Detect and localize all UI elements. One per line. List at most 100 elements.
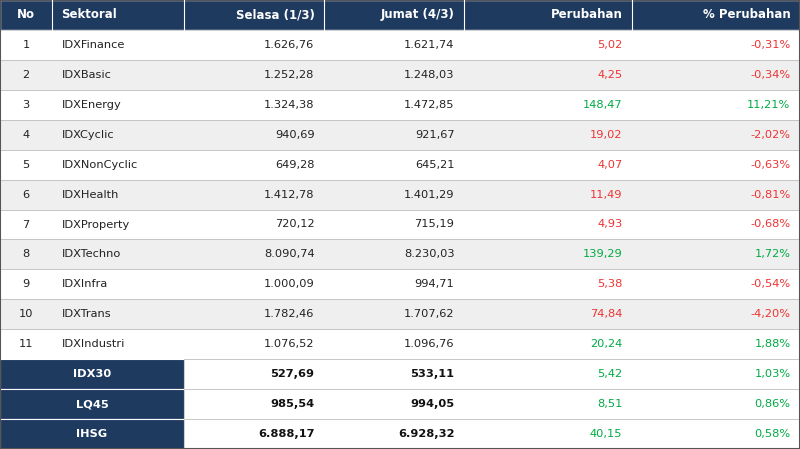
Text: IDXCyclic: IDXCyclic [62, 130, 114, 140]
Text: 139,29: 139,29 [582, 250, 622, 260]
Text: 1.252,28: 1.252,28 [264, 70, 314, 80]
Text: -0,63%: -0,63% [750, 160, 790, 170]
Text: 11,21%: 11,21% [747, 100, 790, 110]
Text: 1.401,29: 1.401,29 [404, 189, 454, 199]
Text: 3: 3 [22, 100, 30, 110]
Text: Selasa (1/3): Selasa (1/3) [235, 9, 314, 22]
Text: 40,15: 40,15 [590, 429, 622, 439]
Bar [0, 90, 800, 120]
Text: 1,03%: 1,03% [754, 369, 790, 379]
Bar [0, 389, 184, 419]
Text: -0,68%: -0,68% [750, 220, 790, 229]
Text: 533,11: 533,11 [410, 369, 454, 379]
Text: 8: 8 [22, 250, 30, 260]
Text: 1.076,52: 1.076,52 [264, 339, 314, 349]
Text: 6.888,17: 6.888,17 [258, 429, 314, 439]
Text: 1.248,03: 1.248,03 [404, 70, 454, 80]
Text: IDXInfra: IDXInfra [62, 279, 108, 289]
Text: % Perubahan: % Perubahan [702, 9, 790, 22]
Text: IDXNonCyclic: IDXNonCyclic [62, 160, 138, 170]
Text: 8,51: 8,51 [597, 399, 622, 409]
Text: 20,24: 20,24 [590, 339, 622, 349]
Text: -0,81%: -0,81% [750, 189, 790, 199]
Text: IDXIndustri: IDXIndustri [62, 339, 125, 349]
Bar [0, 210, 800, 239]
Text: 1.626,76: 1.626,76 [264, 40, 314, 50]
Bar [0, 120, 800, 150]
Text: 8.230,03: 8.230,03 [404, 250, 454, 260]
Text: Perubahan: Perubahan [550, 9, 622, 22]
Bar [0, 299, 800, 329]
Text: 10: 10 [18, 309, 34, 319]
Text: 6.928,32: 6.928,32 [398, 429, 454, 439]
Text: IDXTrans: IDXTrans [62, 309, 111, 319]
Text: 74,84: 74,84 [590, 309, 622, 319]
Text: 1.412,78: 1.412,78 [264, 189, 314, 199]
Bar [184, 389, 800, 419]
Text: 1,88%: 1,88% [754, 339, 790, 349]
Text: 148,47: 148,47 [582, 100, 622, 110]
Bar [0, 150, 800, 180]
Text: 9: 9 [22, 279, 30, 289]
Text: 11: 11 [18, 339, 34, 349]
Text: 4,25: 4,25 [598, 70, 622, 80]
Text: 5,38: 5,38 [597, 279, 622, 289]
Bar [0, 359, 184, 389]
Text: 0,58%: 0,58% [754, 429, 790, 439]
Bar [0, 60, 800, 90]
Text: 1.782,46: 1.782,46 [264, 309, 314, 319]
Text: 5,42: 5,42 [598, 369, 622, 379]
Text: 1.472,85: 1.472,85 [404, 100, 454, 110]
Text: 4,93: 4,93 [597, 220, 622, 229]
Text: IDXBasic: IDXBasic [62, 70, 111, 80]
Bar [0, 0, 800, 30]
Text: 715,19: 715,19 [414, 220, 454, 229]
Text: 649,28: 649,28 [275, 160, 314, 170]
Text: Jumat (4/3): Jumat (4/3) [381, 9, 454, 22]
Text: 940,69: 940,69 [274, 130, 314, 140]
Text: IDXProperty: IDXProperty [62, 220, 130, 229]
Text: -2,02%: -2,02% [750, 130, 790, 140]
Text: 645,21: 645,21 [415, 160, 454, 170]
Text: 994,05: 994,05 [410, 399, 454, 409]
Text: 4: 4 [22, 130, 30, 140]
Bar [0, 419, 184, 449]
Text: 19,02: 19,02 [590, 130, 622, 140]
Text: 0,86%: 0,86% [754, 399, 790, 409]
Text: 720,12: 720,12 [274, 220, 314, 229]
Text: 985,54: 985,54 [270, 399, 314, 409]
Text: No: No [17, 9, 35, 22]
Text: IDXTechno: IDXTechno [62, 250, 121, 260]
Text: 1.324,38: 1.324,38 [264, 100, 314, 110]
Bar [0, 239, 800, 269]
Text: IDXEnergy: IDXEnergy [62, 100, 122, 110]
Text: -0,54%: -0,54% [750, 279, 790, 289]
Text: LQ45: LQ45 [76, 399, 108, 409]
Text: -0,34%: -0,34% [750, 70, 790, 80]
Text: -0,31%: -0,31% [750, 40, 790, 50]
Text: Sektoral: Sektoral [62, 9, 118, 22]
Text: 8.090,74: 8.090,74 [264, 250, 314, 260]
Bar [0, 329, 800, 359]
Text: 11,49: 11,49 [590, 189, 622, 199]
Text: 1: 1 [22, 40, 30, 50]
Text: 7: 7 [22, 220, 30, 229]
Text: 1,72%: 1,72% [754, 250, 790, 260]
Text: 6: 6 [22, 189, 30, 199]
Text: 1.096,76: 1.096,76 [404, 339, 454, 349]
Text: IDXFinance: IDXFinance [62, 40, 125, 50]
Text: IHSG: IHSG [77, 429, 107, 439]
Text: 5,02: 5,02 [597, 40, 622, 50]
Text: 994,71: 994,71 [414, 279, 454, 289]
Bar [184, 419, 800, 449]
Bar [184, 359, 800, 389]
Text: 921,67: 921,67 [414, 130, 454, 140]
Text: 1.707,62: 1.707,62 [404, 309, 454, 319]
Text: 1.000,09: 1.000,09 [264, 279, 314, 289]
Bar [0, 30, 800, 60]
Text: 4,07: 4,07 [597, 160, 622, 170]
Text: 527,69: 527,69 [270, 369, 314, 379]
Text: IDXHealth: IDXHealth [62, 189, 119, 199]
Bar [0, 180, 800, 210]
Text: 1.621,74: 1.621,74 [404, 40, 454, 50]
